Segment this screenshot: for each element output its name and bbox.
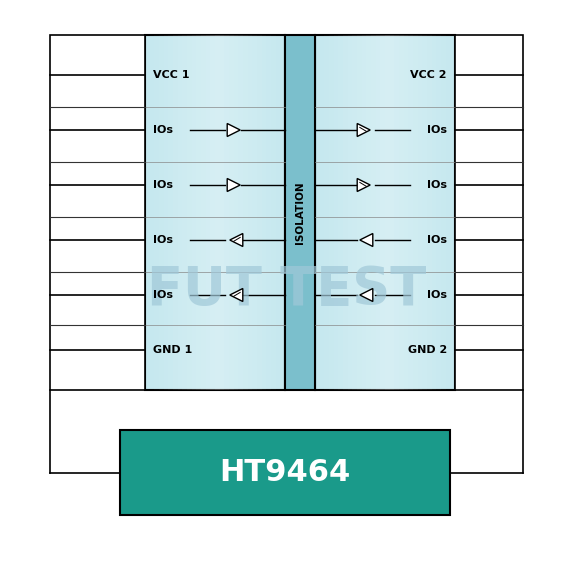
Text: IOs: IOs	[427, 125, 447, 135]
Polygon shape	[360, 289, 373, 302]
Bar	[191, 35, 197, 390]
Bar	[329, 35, 333, 390]
FancyBboxPatch shape	[315, 35, 455, 390]
Text: VCC 1: VCC 1	[153, 70, 190, 80]
Bar	[266, 35, 271, 390]
Bar	[450, 35, 455, 390]
FancyBboxPatch shape	[145, 35, 285, 390]
Bar	[315, 35, 320, 390]
Bar	[187, 35, 191, 390]
Bar	[225, 35, 229, 390]
Text: GND 2: GND 2	[408, 345, 447, 355]
Bar	[320, 35, 324, 390]
Bar	[159, 35, 164, 390]
Bar	[248, 35, 252, 390]
Bar	[418, 35, 422, 390]
Polygon shape	[230, 234, 243, 246]
Polygon shape	[357, 124, 370, 137]
Polygon shape	[227, 178, 240, 192]
Text: IOs: IOs	[427, 180, 447, 190]
Text: IOs: IOs	[153, 180, 173, 190]
Bar	[385, 35, 390, 390]
Bar	[271, 35, 276, 390]
Bar	[390, 35, 394, 390]
Bar	[197, 35, 201, 390]
Bar	[238, 35, 243, 390]
Bar	[229, 35, 234, 390]
Bar	[324, 35, 329, 390]
Bar	[182, 35, 187, 390]
FancyBboxPatch shape	[120, 430, 450, 515]
Bar	[338, 35, 343, 390]
Text: IOs: IOs	[153, 235, 173, 245]
Bar	[357, 35, 362, 390]
Bar	[403, 35, 409, 390]
Bar	[280, 35, 285, 390]
Bar	[150, 35, 154, 390]
Bar	[201, 35, 206, 390]
Bar	[371, 35, 376, 390]
Polygon shape	[227, 124, 240, 137]
FancyBboxPatch shape	[50, 35, 145, 390]
Bar	[219, 35, 225, 390]
Bar	[422, 35, 427, 390]
Bar	[362, 35, 366, 390]
Bar	[409, 35, 413, 390]
Bar	[436, 35, 441, 390]
Bar	[215, 35, 219, 390]
Bar	[154, 35, 159, 390]
Polygon shape	[357, 178, 370, 192]
Bar	[413, 35, 418, 390]
Bar	[164, 35, 168, 390]
Bar	[234, 35, 238, 390]
Bar	[145, 35, 150, 390]
Text: IOs: IOs	[427, 235, 447, 245]
Bar	[333, 35, 338, 390]
Bar	[366, 35, 371, 390]
FancyBboxPatch shape	[455, 35, 523, 390]
Bar	[394, 35, 399, 390]
Bar	[343, 35, 348, 390]
Text: VCC 2: VCC 2	[410, 70, 447, 80]
Text: IOs: IOs	[153, 290, 173, 300]
Bar	[206, 35, 210, 390]
Bar	[427, 35, 431, 390]
Polygon shape	[360, 234, 373, 246]
Bar	[399, 35, 403, 390]
Text: ISOLATION: ISOLATION	[295, 181, 305, 244]
Text: IOs: IOs	[153, 125, 173, 135]
Polygon shape	[230, 289, 243, 302]
Bar	[173, 35, 178, 390]
Bar	[243, 35, 248, 390]
Text: HT9464: HT9464	[219, 458, 351, 487]
Bar	[348, 35, 352, 390]
Bar	[285, 35, 315, 390]
Bar	[168, 35, 173, 390]
Bar	[446, 35, 450, 390]
Bar	[431, 35, 436, 390]
Bar	[276, 35, 280, 390]
Bar	[252, 35, 257, 390]
Bar	[441, 35, 446, 390]
Bar	[352, 35, 357, 390]
Bar	[376, 35, 380, 390]
Bar	[262, 35, 266, 390]
Bar	[210, 35, 215, 390]
Bar	[257, 35, 262, 390]
Text: FUT TEST: FUT TEST	[147, 264, 427, 316]
Text: IOs: IOs	[427, 290, 447, 300]
Bar	[178, 35, 182, 390]
Bar	[380, 35, 385, 390]
Text: GND 1: GND 1	[153, 345, 193, 355]
